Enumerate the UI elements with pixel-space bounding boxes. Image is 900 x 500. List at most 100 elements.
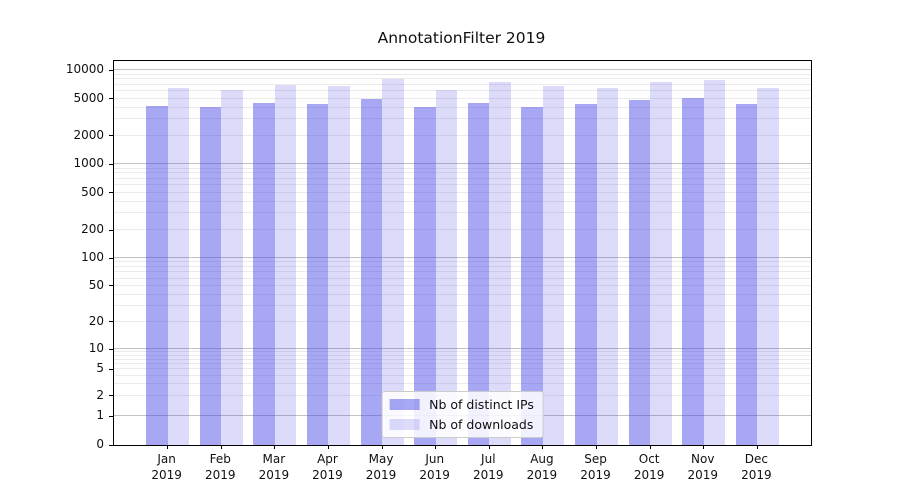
legend: Nb of distinct IPs Nb of downloads: [381, 391, 544, 438]
gridline-minor-3000: [114, 118, 811, 120]
bar-distinct-ips-jun: [414, 107, 436, 445]
y-tick-label-100: 100: [81, 250, 104, 265]
y-tick-label-200: 200: [81, 222, 104, 236]
x-tick-label-oct: Oct 2019: [633, 452, 665, 482]
x-tick-mark-sep: [596, 445, 598, 449]
gridline-minor-4000: [114, 106, 811, 108]
y-tick-mark-50: [109, 285, 114, 287]
y-tick-mark-1: [109, 415, 114, 417]
gridline-minor-2000: [114, 135, 811, 136]
gridline-minor-60: [114, 277, 811, 279]
y-tick-label-1000: 1000: [73, 156, 104, 171]
x-tick-mark-jan: [167, 445, 169, 449]
x-tick-label-apr: Apr 2019: [312, 452, 343, 482]
x-tick-mark-dec: [756, 445, 758, 449]
x-tick-label-mar: Mar 2019: [258, 452, 290, 482]
x-tick-mark-mar: [274, 445, 276, 449]
x-tick-mark-may: [381, 445, 383, 449]
gridline-minor-7000: [114, 83, 811, 85]
y-tick-mark-0: [109, 444, 114, 446]
bar-distinct-ips-mar: [253, 102, 275, 445]
gridline-minor-5000: [114, 97, 811, 99]
bar-distinct-ips-feb: [199, 107, 222, 445]
legend-swatch-downloads: [389, 419, 420, 430]
bar-downloads-oct: [650, 81, 672, 445]
gridline-minor-70: [114, 271, 811, 273]
y-tick-mark-5000: [109, 98, 114, 100]
legend-label-downloads: Nb of downloads: [429, 417, 534, 432]
gridline-minor-300: [114, 212, 811, 214]
y-tick-label-0: 0: [96, 437, 104, 451]
gridline-minor-6: [114, 363, 811, 365]
legend-label-distinct-ips: Nb of distinct IPs: [429, 397, 534, 412]
y-tick-mark-2: [109, 395, 114, 397]
x-tick-mark-feb: [220, 445, 222, 449]
y-tick-mark-1000: [109, 163, 114, 165]
gridline-minor-900: [114, 167, 811, 169]
bar-distinct-ips-dec: [735, 104, 758, 445]
bar-distinct-ips-nov: [682, 97, 704, 445]
x-tick-label-jul: Jul 2019: [473, 452, 504, 482]
y-tick-label-5: 5: [96, 361, 104, 376]
bar-downloads-may: [382, 78, 404, 445]
chart-title: AnnotationFilter 2019: [377, 29, 546, 47]
bar-downloads-jul: [489, 81, 511, 445]
x-tick-label-jun: Jun 2019: [419, 452, 450, 482]
x-tick-mark-nov: [703, 445, 705, 449]
y-tick-mark-200: [109, 229, 114, 231]
gridline-minor-90: [114, 261, 811, 263]
y-tick-mark-2000: [109, 135, 114, 137]
bar-distinct-ips-jul: [467, 103, 490, 445]
y-tick-mark-5: [109, 368, 114, 370]
y-tick-label-2: 2: [96, 387, 104, 402]
gridline-major-10000: [114, 69, 811, 71]
gridline-minor-6000: [114, 90, 811, 92]
gridline-minor-400: [114, 200, 811, 202]
bar-downloads-jun: [435, 90, 458, 445]
bar-distinct-ips-aug: [521, 107, 543, 445]
y-tick-mark-10: [109, 348, 114, 350]
bar-distinct-ips-jan: [146, 105, 168, 445]
legend-entry-distinct-ips: Nb of distinct IPs: [389, 397, 534, 412]
bar-downloads-apr: [328, 86, 350, 445]
x-tick-label-aug: Aug 2019: [526, 452, 558, 482]
x-tick-mark-aug: [542, 445, 544, 449]
gridline-minor-9: [114, 351, 811, 353]
y-tick-mark-500: [109, 192, 114, 194]
legend-swatch-distinct-ips: [389, 399, 420, 410]
y-tick-mark-10000: [109, 69, 114, 71]
gridline-minor-80: [114, 266, 811, 268]
x-tick-mark-oct: [649, 445, 651, 449]
y-tick-label-5000: 5000: [73, 90, 104, 105]
bar-downloads-nov: [703, 80, 726, 445]
gridline-minor-40: [114, 293, 811, 295]
x-tick-label-dec: Dec 2019: [741, 452, 772, 482]
bar-distinct-ips-sep: [575, 104, 597, 445]
x-tick-label-jan: Jan 2019: [151, 452, 182, 482]
y-tick-label-10000: 10000: [65, 62, 104, 77]
y-tick-label-500: 500: [81, 184, 104, 199]
gridline-minor-8000: [114, 78, 811, 80]
legend-entry-downloads: Nb of downloads: [389, 417, 534, 432]
bar-downloads-aug: [542, 86, 565, 445]
x-tick-label-nov: Nov 2019: [687, 452, 719, 482]
gridline-major-100: [114, 257, 811, 259]
x-tick-mark-jul: [488, 445, 490, 449]
gridline-minor-600: [114, 184, 811, 186]
gridline-major-10: [114, 348, 811, 350]
gridline-minor-5: [114, 368, 811, 370]
gridline-minor-7: [114, 358, 811, 360]
bar-downloads-dec: [757, 88, 779, 445]
bar-downloads-feb: [221, 89, 243, 445]
y-tick-mark-100: [109, 257, 114, 259]
y-tick-label-10: 10: [88, 341, 104, 356]
bar-distinct-ips-may: [360, 99, 383, 445]
gridline-minor-500: [114, 191, 811, 193]
y-tick-label-1: 1: [96, 408, 104, 422]
bar-distinct-ips-oct: [628, 100, 651, 445]
y-tick-label-20: 20: [88, 313, 104, 328]
x-tick-mark-apr: [327, 445, 329, 449]
gridline-minor-4: [114, 374, 811, 376]
x-tick-label-sep: Sep 2019: [580, 452, 611, 482]
